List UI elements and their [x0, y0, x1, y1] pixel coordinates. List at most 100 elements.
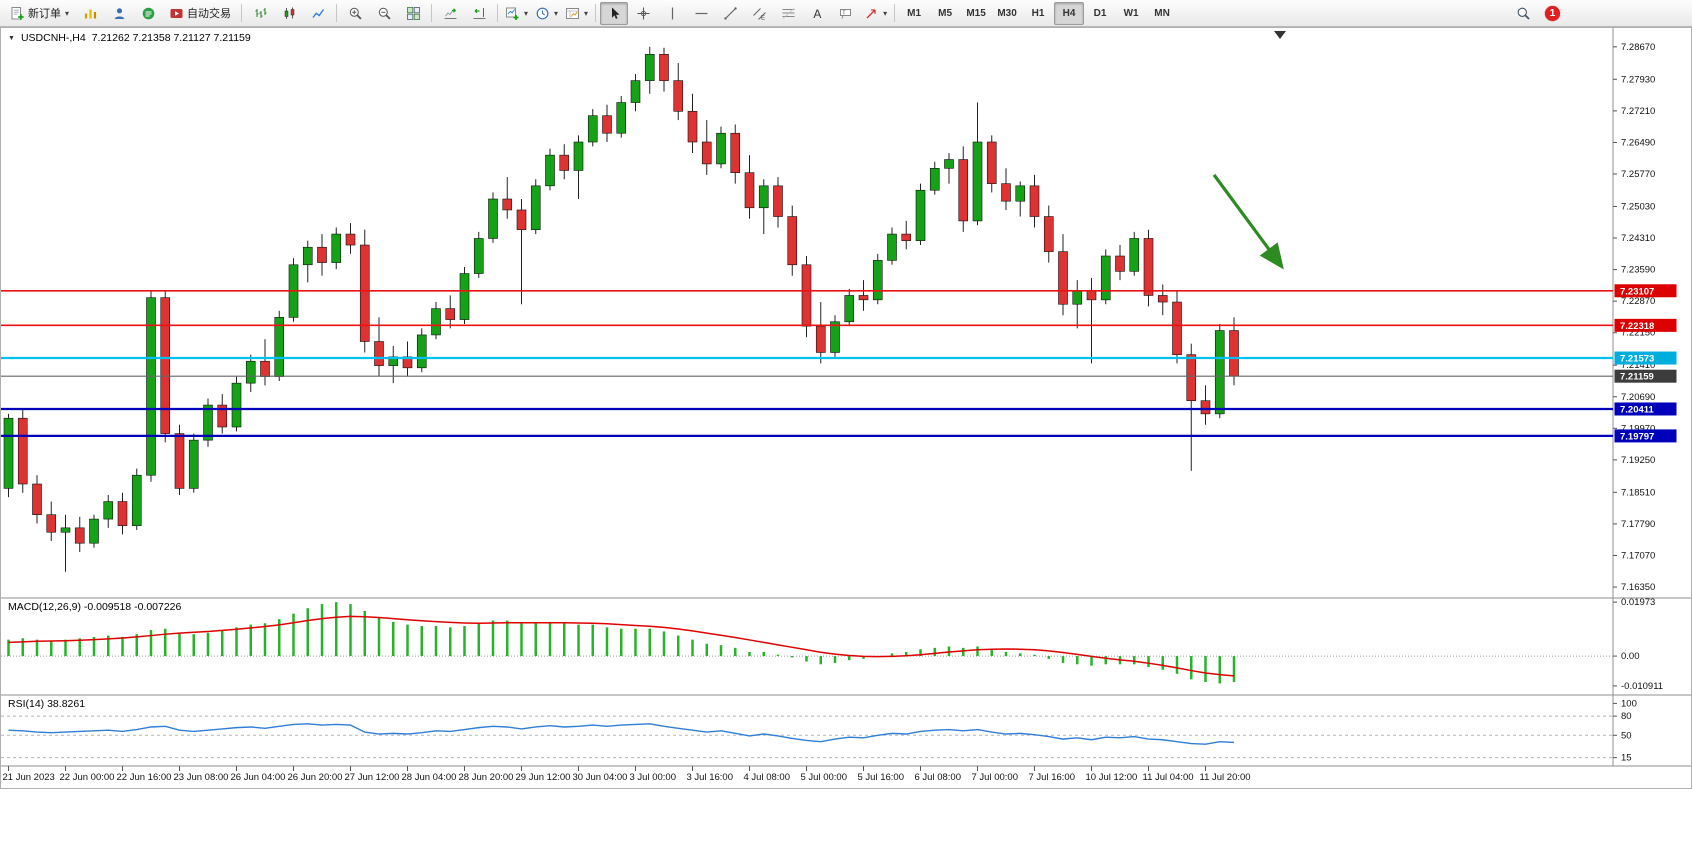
candle	[516, 199, 527, 305]
macd-bar	[406, 624, 409, 657]
channel-tool-button[interactable]: E	[745, 2, 773, 25]
horizontal-line-icon	[695, 12, 708, 14]
macd-axis-tick: 0.00	[1621, 651, 1640, 662]
macd-bar	[320, 604, 324, 657]
search-button[interactable]	[1509, 2, 1537, 25]
time-axis-label: 22 Jun 16:00	[117, 772, 172, 783]
zoom-in-icon	[349, 7, 362, 20]
candle	[245, 354, 256, 392]
svg-text:7.21159: 7.21159	[1620, 372, 1654, 383]
price-tag: 7.19797	[1614, 429, 1677, 443]
macd-axis-tick: -0.010911	[1621, 681, 1663, 692]
line-chart-mode-button[interactable]	[304, 2, 332, 25]
cursor-tool-button[interactable]	[600, 1, 629, 25]
new-chart-button[interactable]	[76, 2, 104, 25]
macd-bar	[1076, 656, 1079, 665]
macd-bar	[705, 643, 708, 657]
auto-scroll-icon	[444, 7, 457, 19]
macd-bar	[520, 623, 523, 657]
candle	[146, 291, 156, 482]
time-axis-label: 11 Jul 04:00	[1143, 772, 1194, 783]
macd-bar	[1175, 656, 1179, 674]
add-indicator-button[interactable]: ▾	[502, 2, 531, 25]
toolbar-separator	[894, 4, 896, 22]
rsi-axis-tick: 100	[1621, 698, 1637, 709]
candle	[1015, 181, 1026, 217]
notification-badge[interactable]: 1	[1545, 5, 1560, 21]
autotrade-button[interactable]: 自动交易	[163, 2, 237, 25]
timeframe-m5[interactable]: M5	[938, 7, 953, 19]
price-tag: 7.21573	[1614, 351, 1677, 365]
candlestick-mode-button[interactable]	[275, 2, 303, 25]
candle	[459, 266, 470, 324]
periods-button[interactable]: ▾	[532, 2, 561, 25]
time-axis-label: 21 Jun 2023	[3, 772, 55, 783]
collapse-triangle-icon[interactable]: ▼	[8, 34, 15, 42]
trendline-icon	[723, 6, 737, 20]
zoom-in-button[interactable]	[341, 2, 369, 25]
tile-windows-button[interactable]	[399, 2, 427, 25]
trend-arrow-annotation[interactable]	[1212, 173, 1284, 270]
horizontal-line-tool-button[interactable]	[687, 2, 715, 25]
chart-shift-marker-icon[interactable]	[1274, 31, 1286, 39]
candle	[944, 152, 954, 184]
candle	[117, 492, 128, 535]
macd-bar	[1190, 656, 1193, 680]
macd-bar	[392, 621, 395, 657]
fibonacci-tool-button[interactable]	[774, 2, 802, 25]
price-chart-canvas[interactable]: 7.28670 7.27930 7.27210 7.26490 7.25770 7.250…	[0, 27, 1692, 789]
chart-shift-button[interactable]	[465, 2, 493, 25]
data-window-button[interactable]	[134, 2, 162, 25]
timeframe-m30[interactable]: M30	[997, 7, 1017, 19]
macd-bar	[577, 624, 580, 657]
time-axis-label: 5 Jul 16:00	[858, 772, 904, 783]
macd-bar	[1133, 656, 1136, 665]
crosshair-tool-button[interactable]	[629, 2, 657, 25]
trendline-tool-button[interactable]	[716, 2, 744, 25]
macd-bar	[648, 628, 651, 657]
macd-bar	[620, 628, 623, 657]
timeframe-h4[interactable]: H4	[1054, 1, 1085, 25]
rsi-axis-tick: 50	[1621, 730, 1632, 741]
candle	[1029, 174, 1040, 228]
new-order-button[interactable]: 新订单 ▾	[4, 2, 75, 25]
candle	[758, 179, 769, 235]
candle	[331, 227, 342, 270]
zoom-out-button[interactable]	[370, 2, 398, 25]
candle	[3, 413, 14, 498]
time-axis-label: 26 Jun 20:00	[288, 772, 343, 783]
timeframe-h1[interactable]: H1	[1031, 7, 1045, 19]
text-label-tool-button[interactable]: T	[832, 2, 860, 25]
macd-bar	[1004, 651, 1008, 657]
arrows-tool-button[interactable]: ▾	[861, 2, 890, 25]
candle	[46, 501, 57, 541]
timeframe-m15[interactable]: M15	[966, 7, 986, 19]
candle	[374, 317, 384, 377]
cursor-icon	[611, 7, 620, 19]
dropdown-arrow-icon: ▾	[554, 8, 559, 18]
vertical-line-tool-button[interactable]	[658, 2, 686, 25]
macd-bar	[919, 649, 922, 657]
macd-bar	[1019, 653, 1022, 657]
text-tool-button[interactable]: A	[803, 2, 831, 25]
time-axis-label: 4 Jul 08:00	[744, 772, 790, 783]
svg-text:E: E	[761, 15, 765, 21]
time-axis-label: 11 Jul 20:00	[1200, 772, 1251, 783]
macd-bar	[1147, 656, 1150, 668]
auto-scroll-button[interactable]	[436, 2, 464, 25]
macd-bar	[563, 623, 566, 657]
templates-button[interactable]: ▾	[562, 2, 591, 25]
timeframe-mn[interactable]: MN	[1154, 7, 1170, 19]
candle	[160, 291, 171, 443]
candle	[545, 148, 555, 191]
profile-button[interactable]	[105, 2, 133, 25]
price-axis-tick: 7.22870	[1621, 296, 1655, 307]
time-axis-label: 7 Jul 00:00	[972, 772, 1018, 783]
macd-bar	[178, 632, 181, 657]
macd-bar	[249, 624, 252, 657]
timeframe-w1[interactable]: W1	[1123, 7, 1139, 19]
bar-chart-mode-button[interactable]	[246, 2, 274, 25]
timeframe-d1[interactable]: D1	[1093, 7, 1107, 19]
timeframe-m1[interactable]: M1	[907, 7, 922, 19]
macd-bar	[92, 636, 96, 657]
